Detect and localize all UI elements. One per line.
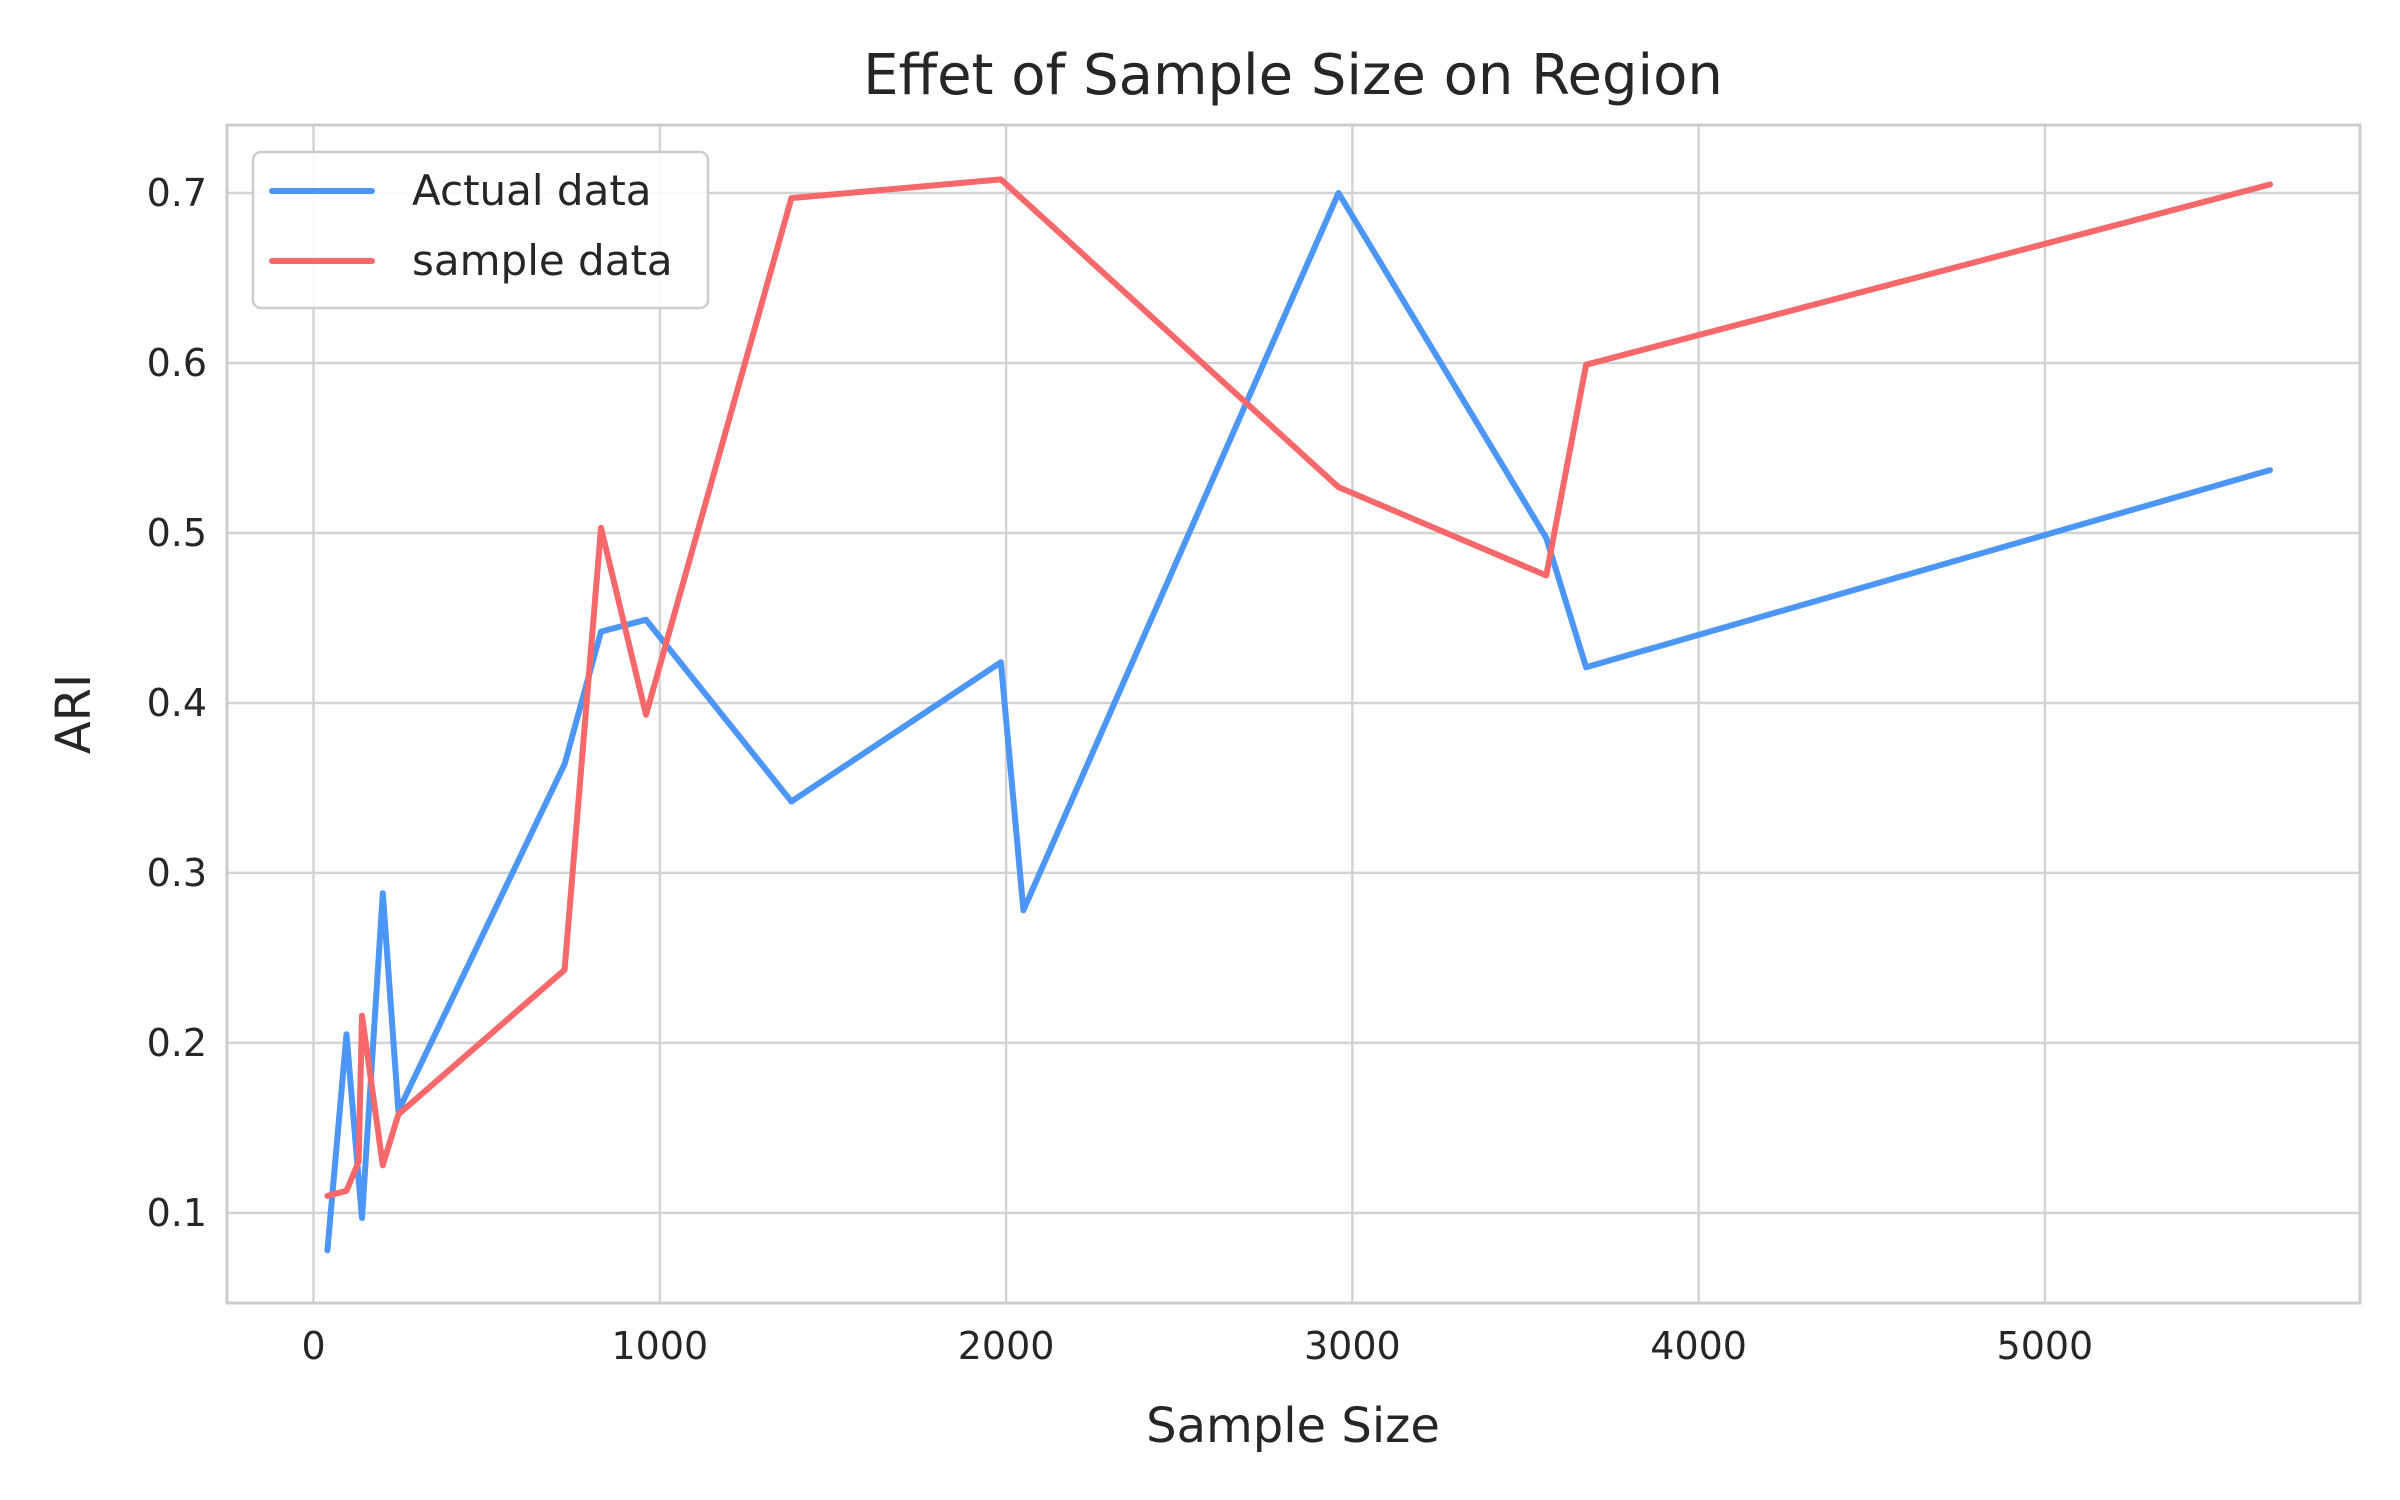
y-axis-label: ARI [46,674,102,754]
series-line-actual-data [324,190,2273,1254]
legend: Actual data sample data [251,150,710,310]
y-tick-label: 0.2 [147,1021,207,1065]
series-layer [324,176,2273,1254]
legend-label-sample-data: sample data [412,236,673,285]
plot-frame [225,123,2362,1305]
x-tick-label: 4000 [1650,1324,1747,1368]
y-tick-label: 0.1 [147,1191,207,1235]
x-tick-label: 0 [301,1324,325,1368]
legend-label-actual-data: Actual data [412,166,652,215]
chart-title: Effet of Sample Size on Region [863,43,1723,108]
x-tick-label: 2000 [958,1324,1055,1368]
grid-layer [227,125,2360,1303]
y-tick-label: 0.5 [147,511,207,555]
y-tick-label: 0.6 [147,341,207,385]
x-tick-label: 3000 [1304,1324,1401,1368]
y-tick-label: 0.3 [147,851,207,895]
y-tick-label: 0.7 [147,171,207,215]
x-axis-label: Sample Size [1146,1398,1440,1454]
series-line-sample-data [324,176,2273,1199]
x-tick-label: 5000 [1997,1324,2094,1368]
tick-layer: 0 1000 2000 3000 4000 5000 0.1 0.2 0.3 0.4 0.5 0.6 0… [147,171,2094,1368]
x-tick-label: 1000 [611,1324,708,1368]
y-tick-label: 0.4 [147,681,207,725]
